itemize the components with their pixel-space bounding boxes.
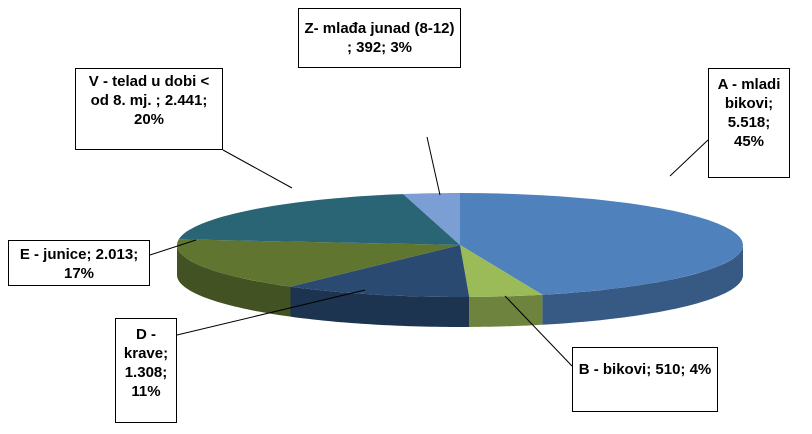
data-label: A - mladi bikovi; 5.518; 45% [708, 68, 790, 178]
slice [460, 193, 743, 295]
slice-side [542, 245, 743, 325]
slice [290, 245, 470, 297]
slice-side [177, 245, 291, 317]
data-label: Z- mlađa junad (8-12) ; 392; 3% [298, 8, 461, 68]
data-label: E - junice; 2.013; 17% [8, 240, 150, 286]
leader-line [426, 136, 441, 196]
slice [460, 245, 543, 297]
slice [178, 194, 460, 245]
slice [403, 193, 460, 245]
leader-line [222, 149, 293, 189]
data-label: B - bikovi; 510; 4% [572, 347, 718, 412]
data-label: D - krave; 1.308; 11% [115, 318, 177, 423]
slice [177, 239, 460, 287]
leader-line [504, 295, 573, 367]
data-label: V - telad u dobi < od 8. mj. ; 2.441; 20… [75, 68, 223, 150]
leader-line [176, 289, 366, 336]
slice-side [469, 294, 543, 327]
leader-line [149, 239, 197, 256]
leader-line [669, 139, 709, 177]
